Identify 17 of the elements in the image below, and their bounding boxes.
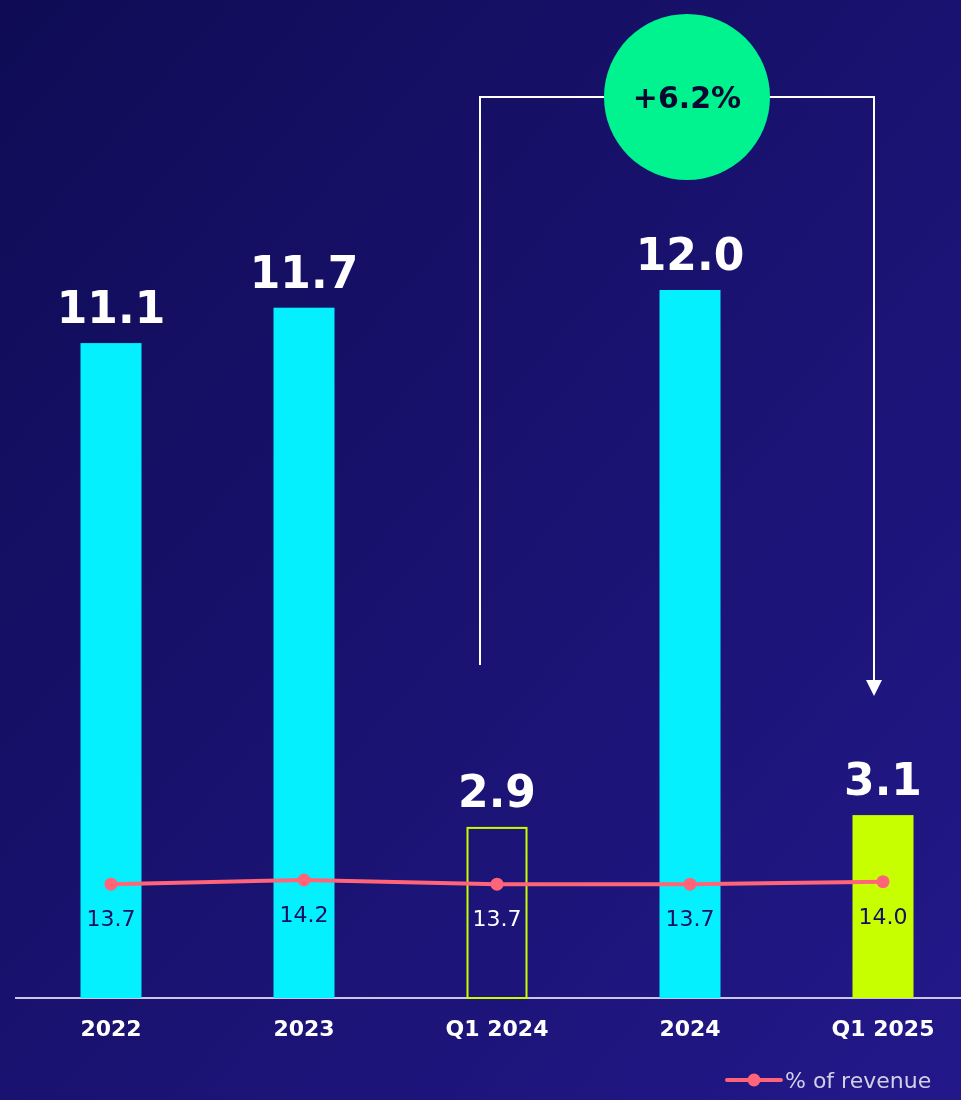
data-label: 14.2 bbox=[279, 902, 329, 927]
x-tick-label: 2022 bbox=[80, 1016, 142, 1041]
data-label: 11.1 bbox=[56, 282, 166, 334]
x-tick-label: 2023 bbox=[273, 1016, 335, 1041]
data-label: 13.7 bbox=[472, 906, 522, 932]
data-label: 12.0 bbox=[635, 229, 745, 280]
data-label: 13.7 bbox=[86, 906, 136, 932]
data-label: 13.7 bbox=[665, 906, 715, 932]
data-label: 3.1 bbox=[844, 754, 922, 806]
x-tick-label: 2024 bbox=[659, 1016, 721, 1041]
legend-label: % of revenue bbox=[785, 1068, 932, 1093]
data-label: 11.7 bbox=[249, 246, 359, 298]
x-tick-label: Q1 2024 bbox=[445, 1016, 549, 1041]
x-tick-label: Q1 2025 bbox=[831, 1016, 935, 1041]
data-label: 14.0 bbox=[858, 903, 908, 929]
data-label: 2.9 bbox=[458, 765, 536, 817]
text: +6.2% bbox=[632, 80, 742, 115]
